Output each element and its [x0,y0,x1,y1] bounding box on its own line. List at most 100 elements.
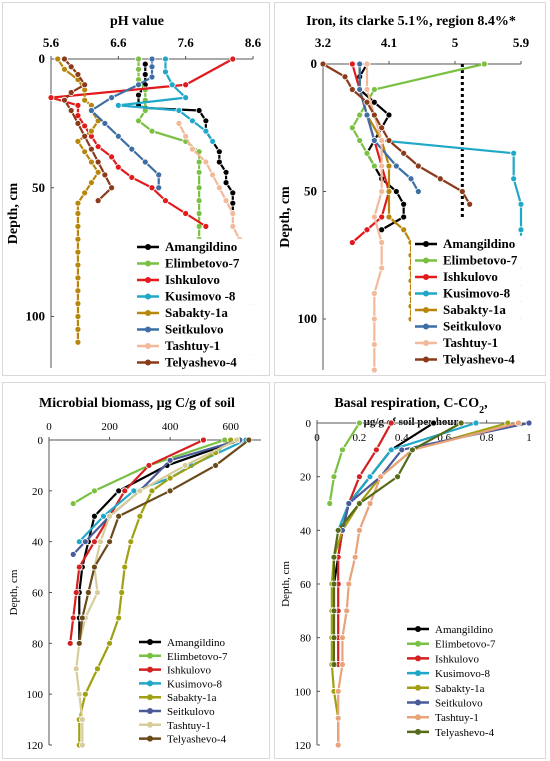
data-point [91,538,98,546]
data-point [392,188,400,195]
data-point [436,175,444,183]
y-tick-label: 40 [300,525,312,537]
data-point [61,65,68,73]
legend-swatch-marker [423,274,429,280]
data-point [385,188,393,195]
respiration-chart-panel: Basal respiration, C-CO2, μg/g of soil pe… [274,382,546,759]
data-point [74,210,82,217]
data-point [400,200,408,208]
y-tick-label: 50 [32,180,45,195]
x-tick-label: 5.6 [43,35,60,50]
iron-chart: Iron, its clarke 5.1%, region 8.4%* 3.2 4.… [278,14,539,374]
legend-swatch-marker [423,241,429,247]
data-point [148,73,156,81]
data-point [155,184,163,192]
data-point [74,222,82,230]
y-tick-label: 120 [27,740,44,752]
data-point [330,607,338,615]
data-point [408,446,416,454]
legend-bg [133,321,263,338]
data-point [387,419,395,427]
legend-swatch-marker [423,307,429,313]
data-point [370,366,378,374]
data-point [356,86,364,93]
chart-title: Iron, its clarke 5.1%, region 8.4%* [306,14,516,29]
data-point [385,137,393,144]
legend-swatch-marker [147,721,153,728]
data-point [514,419,522,427]
data-point [229,199,237,207]
legend-label: Telyashevo-4 [435,727,495,739]
data-point [74,101,82,109]
legend-bg [133,238,263,256]
data-point [378,162,386,170]
data-point [472,419,480,427]
legend-bg [411,351,539,368]
data-point [387,446,395,454]
legend-label: Kusimovo-8 [443,286,511,301]
legend-label: Amangildino [443,236,515,251]
legend-label: Amangildino [435,624,494,636]
chart-title: Microbial biomass, μg C/g of soil [39,396,235,411]
legend-bg [411,252,539,269]
series-line [78,439,250,644]
series-line [72,438,226,505]
legend-swatch-marker [415,728,421,735]
legend-label: Sabakty-1a [443,302,506,317]
ph-chart: pH value 5.6 6.6 7.6 8.6 0 50 100 Depth, cm Amang… [6,14,263,372]
legend-bg [403,651,539,666]
y-axis-label: Depth, cm [8,569,20,615]
data-point [334,687,342,695]
data-point [182,132,190,140]
data-point [100,512,107,520]
data-point [74,300,82,308]
data-point [145,462,153,469]
data-point [135,55,142,63]
data-point [81,690,89,698]
legend-swatch-marker [415,684,421,691]
data-point [72,589,80,596]
legend-bg [135,648,263,663]
data-point [175,107,183,114]
data-point [106,512,113,520]
data-point [97,538,104,546]
data-point [74,338,82,346]
data-point [81,148,89,156]
legend-label: Kusimovo-8 [167,678,223,690]
data-point [108,184,115,192]
y-tick-label: 0 [39,51,46,66]
data-point [222,168,230,176]
x-tick-label: 400 [162,421,179,433]
y-tick-label: 0 [306,418,312,430]
data-point [339,634,346,642]
data-point [215,148,223,156]
data-point [339,446,346,454]
data-point [330,661,338,668]
y-axis-label: Depth, cm [280,561,292,607]
legend-label: Tashtuy-1 [165,338,220,353]
legend-label: Elimbetovo-7 [167,651,228,663]
y-axis-label: Depth, cm [278,186,293,248]
legend-swatch-marker [147,652,153,659]
data-point [345,500,353,507]
data-point [72,665,80,673]
y-tick-label: 0 [38,435,44,447]
x-tick-label: 0 [314,432,320,444]
data-point [378,188,386,195]
data-point [209,171,217,179]
y-axis-label: Depth, cm [6,182,21,244]
x-tick-label: 1 [526,432,532,444]
data-point [74,71,82,78]
data-point [141,71,149,78]
legend-swatch-marker [415,640,421,647]
legend-label: Seitkulovo [435,698,483,710]
data-point [135,65,142,73]
data-point [348,60,356,68]
data-point [319,60,327,68]
legend-label: Ishkulovo [443,269,498,284]
data-point [101,119,109,127]
data-point [334,526,342,534]
data-point [202,117,210,125]
data-point [480,60,488,68]
data-point [114,101,122,109]
